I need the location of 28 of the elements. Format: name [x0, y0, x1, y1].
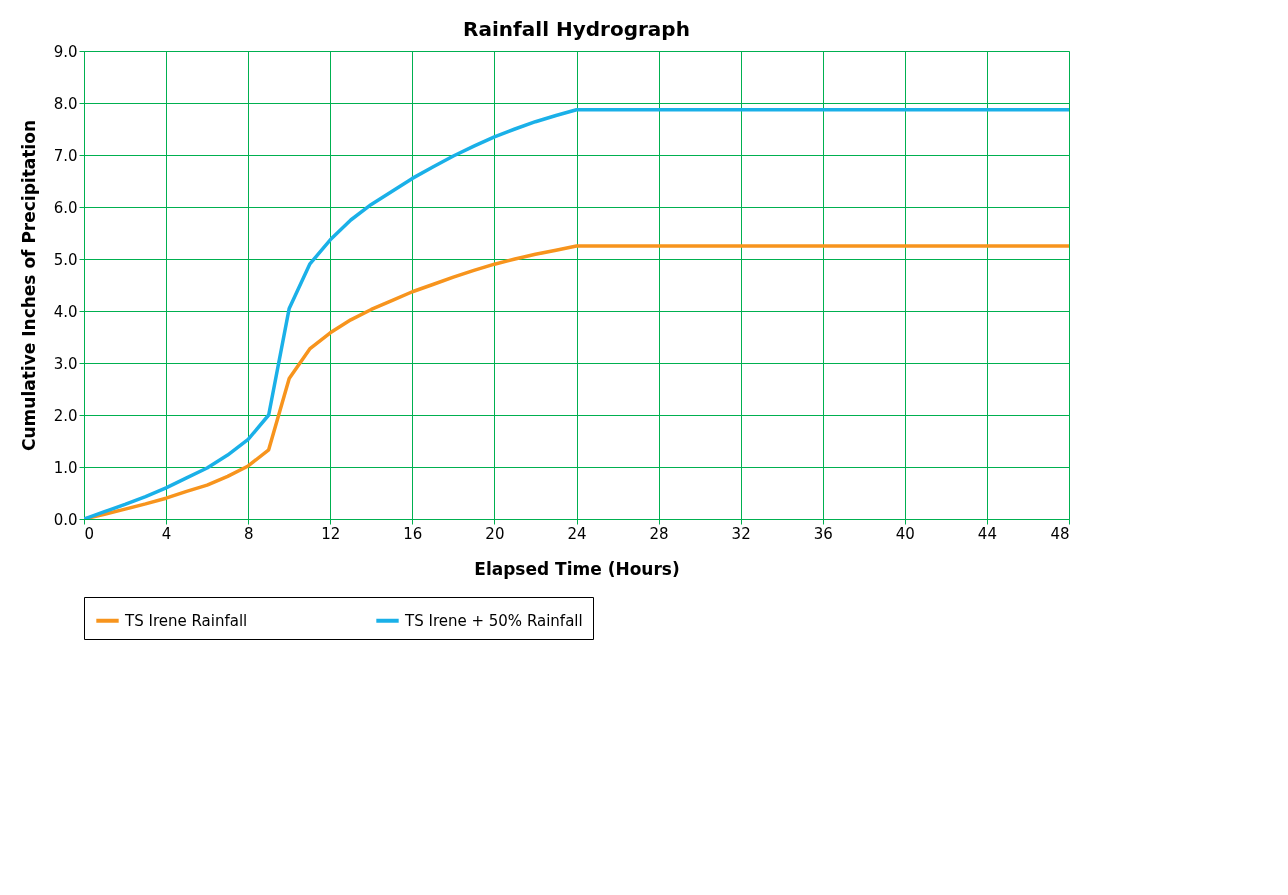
y-tick-label: 1.0: [53, 458, 78, 477]
y-tick-label: 5.0: [53, 250, 78, 269]
chart-title: Rainfall Hydrograph: [463, 17, 690, 41]
x-tick-label: 16: [403, 524, 423, 543]
x-tick-label: 4: [161, 524, 172, 543]
x-tick-label: 12: [321, 524, 341, 543]
y-tick-label: 2.0: [53, 406, 78, 425]
x-tick-label: 40: [895, 524, 915, 543]
y-tick-label: 6.0: [53, 198, 78, 217]
x-tick-label: 36: [813, 524, 833, 543]
x-axis-title: Elapsed Time (Hours): [474, 558, 680, 579]
x-tick-label: 44: [977, 524, 997, 543]
y-axis-title: Cumulative Inches of Precipitation: [18, 120, 39, 451]
y-tick-label: 0.0: [53, 510, 78, 529]
y-tick-label: 3.0: [53, 354, 78, 373]
x-tick-label: 8: [243, 524, 254, 543]
legend-label: TS Irene + 50% Rainfall: [404, 611, 583, 630]
y-tick-label: 4.0: [53, 302, 78, 321]
x-tick-label: 20: [485, 524, 505, 543]
y-tick-label: 7.0: [53, 146, 78, 165]
x-tick-label: 28: [649, 524, 669, 543]
y-tick-label: 9.0: [53, 42, 78, 61]
y-tick-label: 8.0: [53, 94, 78, 113]
x-tick-label: 0: [84, 524, 95, 543]
x-tick-label: 24: [567, 524, 587, 543]
legend-label: TS Irene Rainfall: [124, 611, 248, 630]
x-tick-label: 32: [731, 524, 751, 543]
x-tick-label: 48: [1050, 524, 1070, 543]
